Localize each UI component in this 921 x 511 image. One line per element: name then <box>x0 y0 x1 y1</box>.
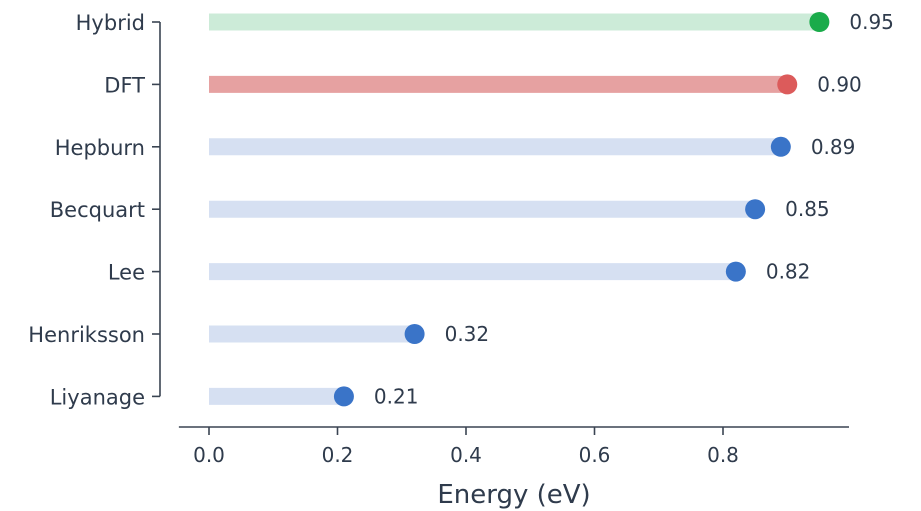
x-tick-label: 0.0 <box>193 443 225 467</box>
x-tick-label: 0.6 <box>579 443 611 467</box>
y-axis <box>152 21 161 398</box>
category-label-becquart: Becquart <box>50 198 145 222</box>
category-label-hepburn: Hepburn <box>55 136 145 160</box>
dot-becquart <box>745 199 766 220</box>
category-label-lee: Lee <box>108 261 145 285</box>
value-label-hybrid: 0.95 <box>849 10 894 34</box>
dot-henriksson <box>404 324 425 344</box>
x-tick-label: 0.4 <box>450 443 482 467</box>
value-label-dft: 0.90 <box>817 72 862 96</box>
dot-hybrid <box>809 12 830 32</box>
value-labels-layer: 0.95 0.90 0.89 0.85 0.82 0.32 0.21 <box>374 10 894 408</box>
value-label-henriksson: 0.32 <box>445 322 490 346</box>
value-label-becquart: 0.85 <box>785 197 830 221</box>
dot-hepburn <box>770 136 791 157</box>
value-label-lee: 0.82 <box>766 260 811 284</box>
category-label-henriksson: Henriksson <box>28 323 145 347</box>
dot-lee <box>725 261 746 282</box>
category-label-hybrid: Hybrid <box>76 11 145 35</box>
dots-layer <box>333 12 830 407</box>
category-label-liyanage: Liyanage <box>50 385 145 409</box>
dot-dft <box>777 74 798 95</box>
category-label-dft: DFT <box>104 73 145 97</box>
x-tick-label: 0.8 <box>707 443 739 467</box>
value-label-liyanage: 0.21 <box>374 384 419 408</box>
dot-liyanage <box>333 386 354 407</box>
x-tick-label: 0.2 <box>322 443 354 467</box>
value-label-hepburn: 0.89 <box>811 135 856 159</box>
x-axis-title: Energy (eV) <box>437 480 590 510</box>
category-labels-layer: Hybrid DFT Hepburn Becquart Lee Henriksson Liy… <box>28 11 145 409</box>
x-ticks-layer: 0.0 0.2 0.4 0.6 0.8 <box>193 427 739 467</box>
stems-layer <box>209 13 820 405</box>
